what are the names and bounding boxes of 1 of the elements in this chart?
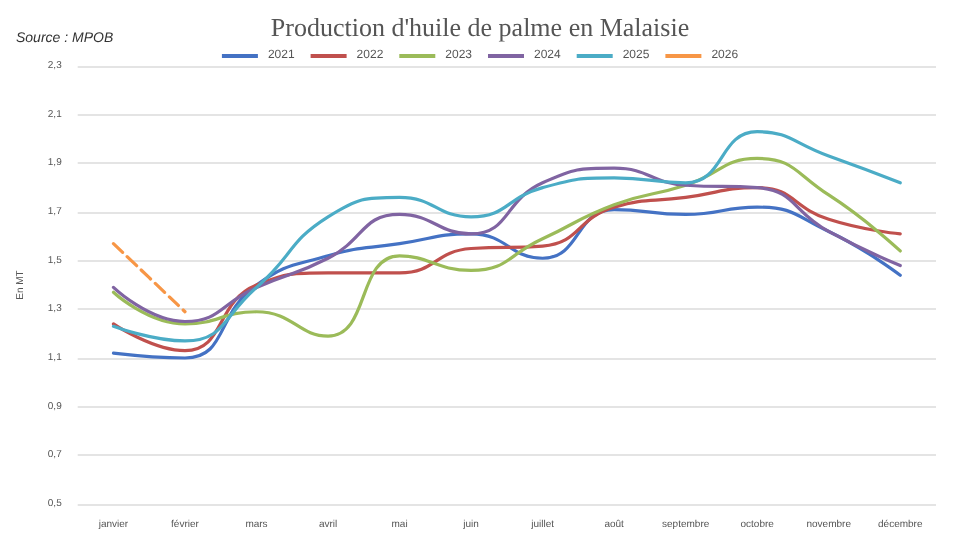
chart-title: Production d'huile de palme en Malaisie — [270, 12, 690, 42]
